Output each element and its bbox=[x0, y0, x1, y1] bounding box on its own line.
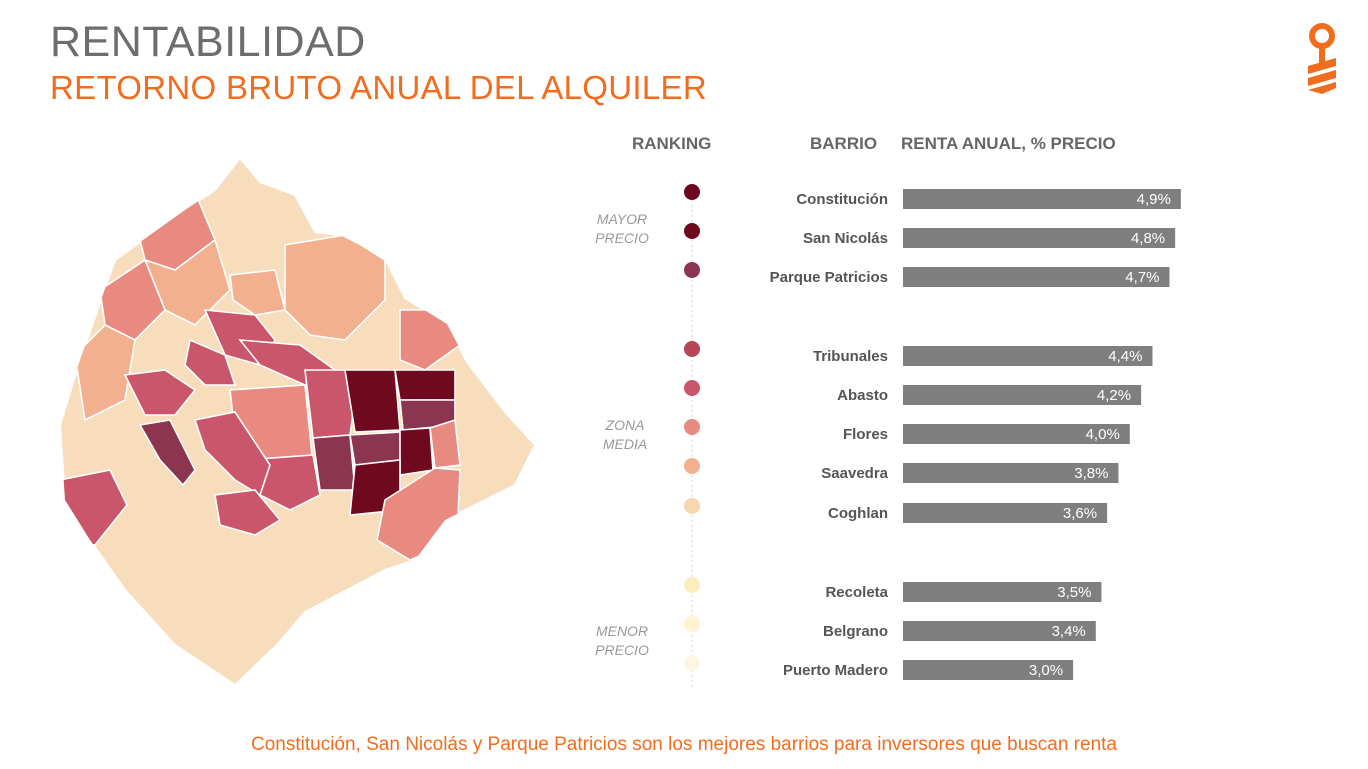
category-label: Constitución bbox=[796, 191, 888, 208]
page-title: RENTABILIDAD bbox=[50, 18, 366, 66]
rank-dot bbox=[684, 458, 700, 474]
category-label: San Nicolás bbox=[803, 230, 888, 247]
zone-mid-line2: MEDIA bbox=[602, 436, 648, 452]
page-subtitle: RETORNO BRUTO ANUAL DEL ALQUILER bbox=[50, 69, 707, 106]
zone-label-mid: ZONA MEDIA bbox=[590, 416, 660, 454]
category-label: Puerto Madero bbox=[783, 662, 888, 679]
category-label: Recoleta bbox=[825, 584, 888, 601]
data-label: 4,9% bbox=[1137, 191, 1171, 208]
bar bbox=[903, 621, 1096, 641]
zone-label-high: MAYOR PRECIO bbox=[587, 210, 657, 248]
data-label: 3,0% bbox=[1029, 662, 1063, 679]
data-label: 3,8% bbox=[1074, 465, 1108, 482]
bar bbox=[903, 424, 1130, 444]
data-label: 3,4% bbox=[1052, 623, 1086, 640]
rank-dot bbox=[684, 223, 700, 239]
renta-header: RENTA ANUAL, % PRECIO bbox=[901, 134, 1116, 153]
key-logo-icon bbox=[1308, 23, 1336, 94]
bar bbox=[903, 228, 1176, 248]
data-label: 3,5% bbox=[1057, 584, 1091, 601]
category-label: Tribunales bbox=[813, 348, 888, 365]
bar bbox=[903, 267, 1170, 287]
rank-dot bbox=[684, 380, 700, 396]
zone-label-low: MENOR PRECIO bbox=[587, 622, 657, 660]
category-label: Flores bbox=[843, 426, 888, 443]
bar bbox=[903, 582, 1102, 602]
data-label: 4,2% bbox=[1097, 387, 1131, 404]
bar bbox=[903, 660, 1074, 680]
category-label: Saavedra bbox=[821, 465, 888, 482]
data-label: 4,7% bbox=[1125, 269, 1159, 286]
rank-dot bbox=[684, 577, 700, 593]
rank-dot bbox=[684, 341, 700, 357]
zone-low-line1: MENOR bbox=[595, 623, 649, 639]
rank-dot bbox=[684, 419, 700, 435]
data-label: 3,6% bbox=[1063, 505, 1097, 522]
category-label: Parque Patricios bbox=[770, 269, 888, 286]
rank-dot bbox=[684, 616, 700, 632]
data-label: 4,0% bbox=[1086, 426, 1120, 443]
category-label: Abasto bbox=[837, 387, 888, 404]
bar bbox=[903, 346, 1153, 366]
barrio-header: BARRIO bbox=[810, 134, 878, 153]
rank-dot bbox=[684, 184, 700, 200]
rank-dot bbox=[684, 655, 700, 671]
bar bbox=[903, 385, 1142, 405]
neighborhood-map bbox=[58, 156, 537, 687]
zone-high-line1: MAYOR bbox=[596, 211, 648, 227]
category-label: Coghlan bbox=[828, 505, 888, 522]
data-label: 4,8% bbox=[1131, 230, 1165, 247]
bar bbox=[903, 503, 1108, 523]
data-label: 4,4% bbox=[1108, 348, 1142, 365]
ranking-header: RANKING bbox=[632, 134, 712, 153]
category-label: Belgrano bbox=[823, 623, 888, 640]
zone-low-line2: PRECIO bbox=[595, 642, 649, 658]
bar bbox=[903, 189, 1181, 209]
rank-dot bbox=[684, 498, 700, 514]
zone-mid-line1: ZONA bbox=[605, 417, 645, 433]
footer-note: Constitución, San Nicolás y Parque Patri… bbox=[251, 734, 1117, 755]
rank-dot bbox=[684, 262, 700, 278]
bar bbox=[903, 463, 1119, 483]
zone-high-line2: PRECIO bbox=[595, 230, 649, 246]
